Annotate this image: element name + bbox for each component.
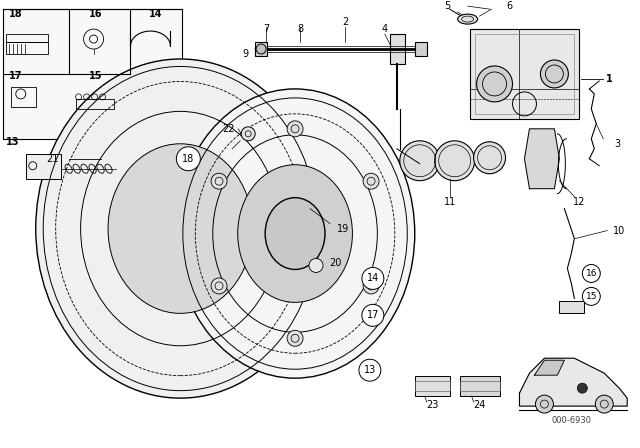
Bar	[470, 29, 579, 119]
Text: 000-6930: 000-6930	[551, 416, 591, 425]
Text: 17: 17	[367, 310, 379, 320]
Text: 9: 9	[242, 49, 248, 59]
Circle shape	[359, 359, 381, 381]
Text: 14: 14	[148, 9, 162, 19]
Circle shape	[211, 278, 227, 294]
Text: 19: 19	[337, 224, 349, 233]
Circle shape	[177, 147, 200, 171]
Text: 16: 16	[89, 9, 102, 19]
Circle shape	[536, 395, 554, 413]
Ellipse shape	[36, 59, 325, 398]
Text: 14: 14	[367, 273, 379, 284]
Bar	[26, 154, 61, 179]
Circle shape	[362, 267, 384, 289]
Text: 21: 21	[47, 154, 59, 164]
Text: 24: 24	[474, 400, 486, 410]
Ellipse shape	[108, 144, 253, 313]
Ellipse shape	[237, 165, 353, 302]
Bar	[559, 302, 584, 313]
Polygon shape	[534, 360, 564, 375]
Text: 13: 13	[6, 137, 20, 147]
Text: 15: 15	[89, 71, 102, 81]
Bar	[415, 42, 427, 56]
Bar	[460, 376, 500, 396]
Circle shape	[287, 121, 303, 137]
Text: 13: 13	[364, 365, 376, 375]
Circle shape	[309, 258, 323, 272]
Ellipse shape	[175, 89, 415, 378]
Bar	[460, 381, 500, 391]
Circle shape	[255, 46, 261, 52]
Circle shape	[256, 44, 266, 54]
Text: 5: 5	[445, 1, 451, 11]
Text: 7: 7	[263, 24, 269, 34]
Bar	[255, 42, 267, 56]
Ellipse shape	[265, 198, 325, 269]
Bar	[6, 42, 48, 54]
Circle shape	[400, 141, 440, 181]
Text: 20: 20	[329, 258, 341, 268]
Bar	[415, 376, 450, 396]
Circle shape	[577, 383, 588, 393]
Bar	[6, 34, 48, 42]
Bar	[415, 381, 450, 391]
Bar	[390, 34, 404, 64]
Text: 1: 1	[606, 74, 612, 84]
Bar	[3, 9, 182, 139]
Text: 2: 2	[342, 17, 348, 27]
Circle shape	[474, 142, 506, 174]
Bar	[76, 99, 113, 109]
Text: 15: 15	[586, 292, 597, 301]
Text: 22: 22	[222, 124, 234, 134]
Text: 6: 6	[506, 1, 513, 11]
Circle shape	[595, 395, 613, 413]
Circle shape	[363, 278, 379, 294]
Bar	[475, 34, 574, 114]
Text: 18: 18	[9, 9, 22, 19]
Text: 12: 12	[573, 197, 586, 207]
Bar	[11, 87, 36, 107]
Text: 10: 10	[613, 225, 625, 236]
Circle shape	[582, 264, 600, 282]
Text: 4: 4	[382, 24, 388, 34]
Circle shape	[211, 173, 227, 189]
Text: 23: 23	[426, 400, 439, 410]
Circle shape	[435, 141, 475, 181]
Circle shape	[540, 60, 568, 88]
Text: 17: 17	[9, 71, 22, 81]
Polygon shape	[520, 358, 627, 406]
Polygon shape	[524, 129, 559, 189]
Text: 16: 16	[586, 269, 597, 278]
Circle shape	[477, 66, 513, 102]
Circle shape	[363, 173, 379, 189]
Text: 3: 3	[614, 139, 620, 149]
Circle shape	[582, 288, 600, 306]
Circle shape	[287, 330, 303, 346]
Circle shape	[241, 127, 255, 141]
Circle shape	[362, 304, 384, 326]
Text: 11: 11	[444, 197, 456, 207]
Text: 18: 18	[182, 154, 195, 164]
Ellipse shape	[458, 14, 477, 24]
Text: 8: 8	[297, 24, 303, 34]
